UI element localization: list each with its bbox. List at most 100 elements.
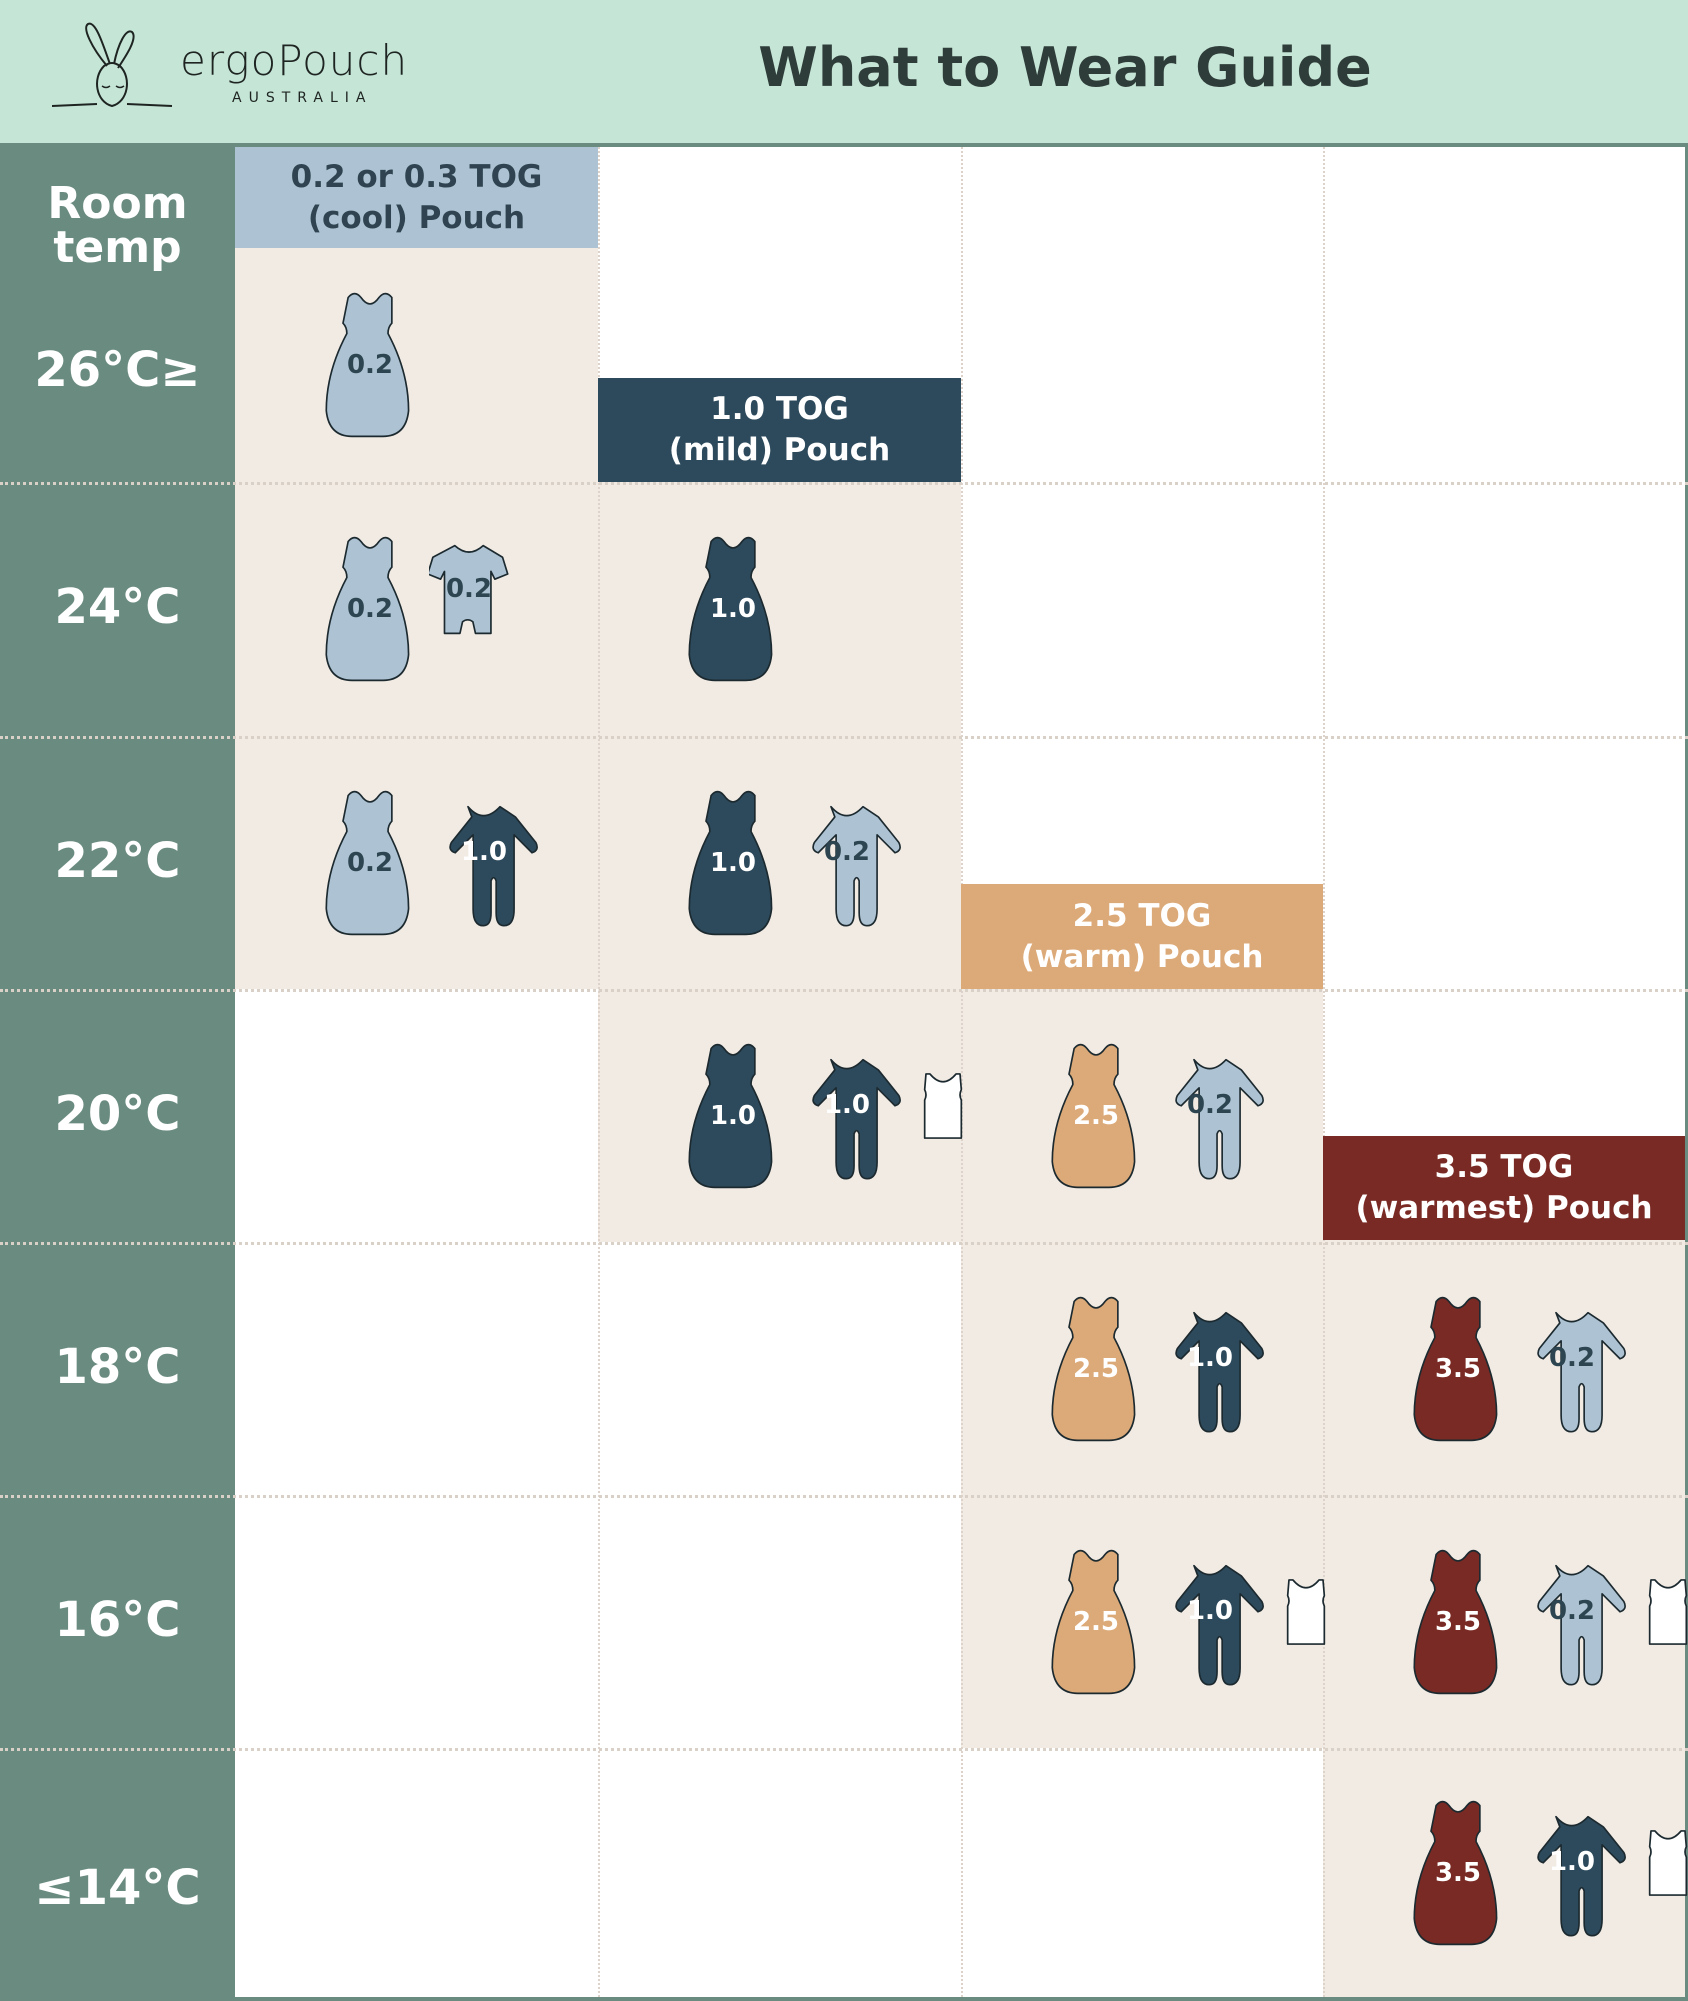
sleeping-bag-item: 0.2: [325, 291, 415, 439]
tog-label: 3.5: [1434, 1353, 1482, 1384]
tog-label: 0.2: [346, 594, 394, 625]
sleepsuit-icon: [449, 805, 538, 927]
temp-label: 22°C: [54, 832, 181, 889]
tog-label: 2.5: [1072, 1353, 1120, 1384]
column-divider: [598, 147, 600, 1997]
sleeping-bag-icon: [1413, 1549, 1498, 1694]
sleepsuit-item: 0.2: [1517, 1558, 1627, 1686]
sleeping-bag-icon: [688, 1043, 773, 1188]
sleeping-bag-icon: [1051, 1043, 1136, 1188]
row-divider: [0, 1748, 1688, 1751]
tog-label: 1.0: [460, 836, 508, 867]
outfit-cell: 1.0 0.2: [598, 736, 961, 989]
sleeping-bag-icon: [325, 536, 410, 682]
row-divider: [0, 1495, 1688, 1498]
sleepsuit-item: 1.0: [792, 1052, 902, 1180]
band-subtitle: (mild) Pouch: [668, 432, 891, 468]
kangaroo-logo-icon: [52, 22, 173, 108]
tog-label: 2.5: [1072, 1606, 1120, 1637]
brand-name: ergoPouch: [180, 36, 409, 85]
sleepsuit-icon: [1537, 1815, 1626, 1937]
sleeping-bag-icon: [688, 536, 773, 682]
temp-label: 18°C: [54, 1338, 181, 1395]
column-divider: [1323, 147, 1325, 1997]
room-temp-line1: Room: [47, 178, 188, 229]
tog-label: 1.0: [709, 847, 757, 878]
tog-label: 1.0: [1186, 1595, 1234, 1626]
singlet-item: [1279, 1576, 1333, 1648]
ergopouch-logo: ergoPouch AUSTRALIA: [52, 18, 432, 118]
outfit-cell: 1.0: [598, 482, 961, 736]
tog-label: 0.2: [1186, 1089, 1234, 1120]
tog-label: 0.2: [346, 350, 394, 381]
tog-label: 3.5: [1434, 1857, 1482, 1888]
column-background: [961, 989, 1323, 1748]
band-title: 0.2 or 0.3 TOG: [290, 158, 543, 195]
sleeping-bag-icon: [1413, 1296, 1498, 1441]
tog-label: 1.0: [1186, 1342, 1234, 1373]
sleeping-bag-icon: [1051, 1549, 1136, 1694]
outfit-cell: 2.5 1.0: [961, 1242, 1323, 1495]
column-background: [235, 248, 598, 989]
band-subtitle: (warm) Pouch: [1020, 938, 1264, 975]
outfit-cell: 2.5 0.2: [961, 989, 1323, 1242]
band-title: 3.5 TOG: [1434, 1149, 1574, 1185]
outfit-cell: 3.5 0.2: [1323, 1242, 1685, 1495]
band-subtitle: (warmest) Pouch: [1355, 1190, 1653, 1226]
temp-label: ≤14°C: [34, 1860, 201, 1916]
tog-label: 1.0: [823, 1089, 871, 1120]
column-background: [598, 482, 961, 1242]
singlet-icon: [923, 1072, 963, 1139]
sleeping-bag-item: 0.2: [325, 789, 415, 937]
sleeping-bag-item: 1.0: [688, 535, 778, 683]
outfit-cell: 0.2 1.0: [235, 736, 598, 989]
temperature-column: [0, 143, 235, 2001]
sleeping-bag-icon: [325, 790, 410, 935]
sleeping-bag-item: 3.5: [1413, 1548, 1503, 1696]
outfit-cell: 0.2 0.2: [235, 482, 598, 736]
tog-band-warm: 2.5 TOG (warm) Pouch: [961, 884, 1323, 989]
sleepsuit-item: 0.2: [792, 799, 902, 927]
temp-label: 24°C: [54, 579, 181, 635]
outfit-cell: 1.0 1.0: [598, 989, 963, 1242]
temp-label: 26°C≥: [34, 342, 201, 398]
sleeping-bag-item: 2.5: [1051, 1042, 1141, 1190]
sleepsuit-icon: [812, 805, 901, 927]
sleeping-bag-item: 1.0: [688, 789, 778, 937]
sleepsuit-item: 0.2: [1517, 1305, 1627, 1433]
row-divider: [0, 989, 1688, 992]
singlet-icon: [1286, 1578, 1326, 1645]
sleepsuit-item: 1.0: [1155, 1558, 1265, 1686]
row-divider: [0, 736, 1688, 739]
column-background: [1323, 1240, 1685, 1997]
romper-icon: [426, 544, 509, 635]
tog-band-mild: 1.0 TOG (mild) Pouch: [598, 378, 961, 482]
tog-label: 0.2: [823, 836, 871, 867]
sleeping-bag-item: 1.0: [688, 1042, 778, 1190]
outfit-cell: 0.2: [235, 248, 598, 482]
header: ergoPouch AUSTRALIA What to Wear Guide: [0, 0, 1688, 143]
wear-guide-grid: 0.2 or 0.3 TOG (cool) Pouch 1.0 TOG (mild) …: [235, 147, 1688, 1997]
tog-label: 1.0: [709, 1100, 757, 1131]
sleeping-bag-item: 2.5: [1051, 1295, 1141, 1443]
singlet-item: [916, 1070, 970, 1142]
column-divider: [961, 147, 963, 1997]
sleeping-bag-icon: [325, 292, 410, 438]
sleeping-bag-item: 2.5: [1051, 1548, 1141, 1696]
tog-band-cool: 0.2 or 0.3 TOG (cool) Pouch: [235, 147, 598, 248]
page-title: What to Wear Guide: [758, 36, 1372, 99]
sleepsuit-icon: [1537, 1311, 1626, 1433]
singlet-icon: [1648, 1578, 1688, 1645]
tog-label: 3.5: [1434, 1606, 1482, 1637]
sleeping-bag-icon: [1051, 1296, 1136, 1441]
sleepsuit-icon: [1175, 1058, 1264, 1180]
sleepsuit-icon: [812, 1058, 901, 1180]
sleepsuit-icon: [1175, 1311, 1264, 1433]
sleepsuit-icon: [1537, 1564, 1626, 1686]
sleeping-bag-item: 3.5: [1413, 1295, 1503, 1443]
tog-label: 1.0: [709, 594, 757, 625]
band-title: 1.0 TOG: [710, 391, 849, 427]
sleepsuit-icon: [1175, 1564, 1264, 1686]
singlet-item: [1641, 1576, 1688, 1648]
sleepsuit-item: 1.0: [1155, 1305, 1265, 1433]
